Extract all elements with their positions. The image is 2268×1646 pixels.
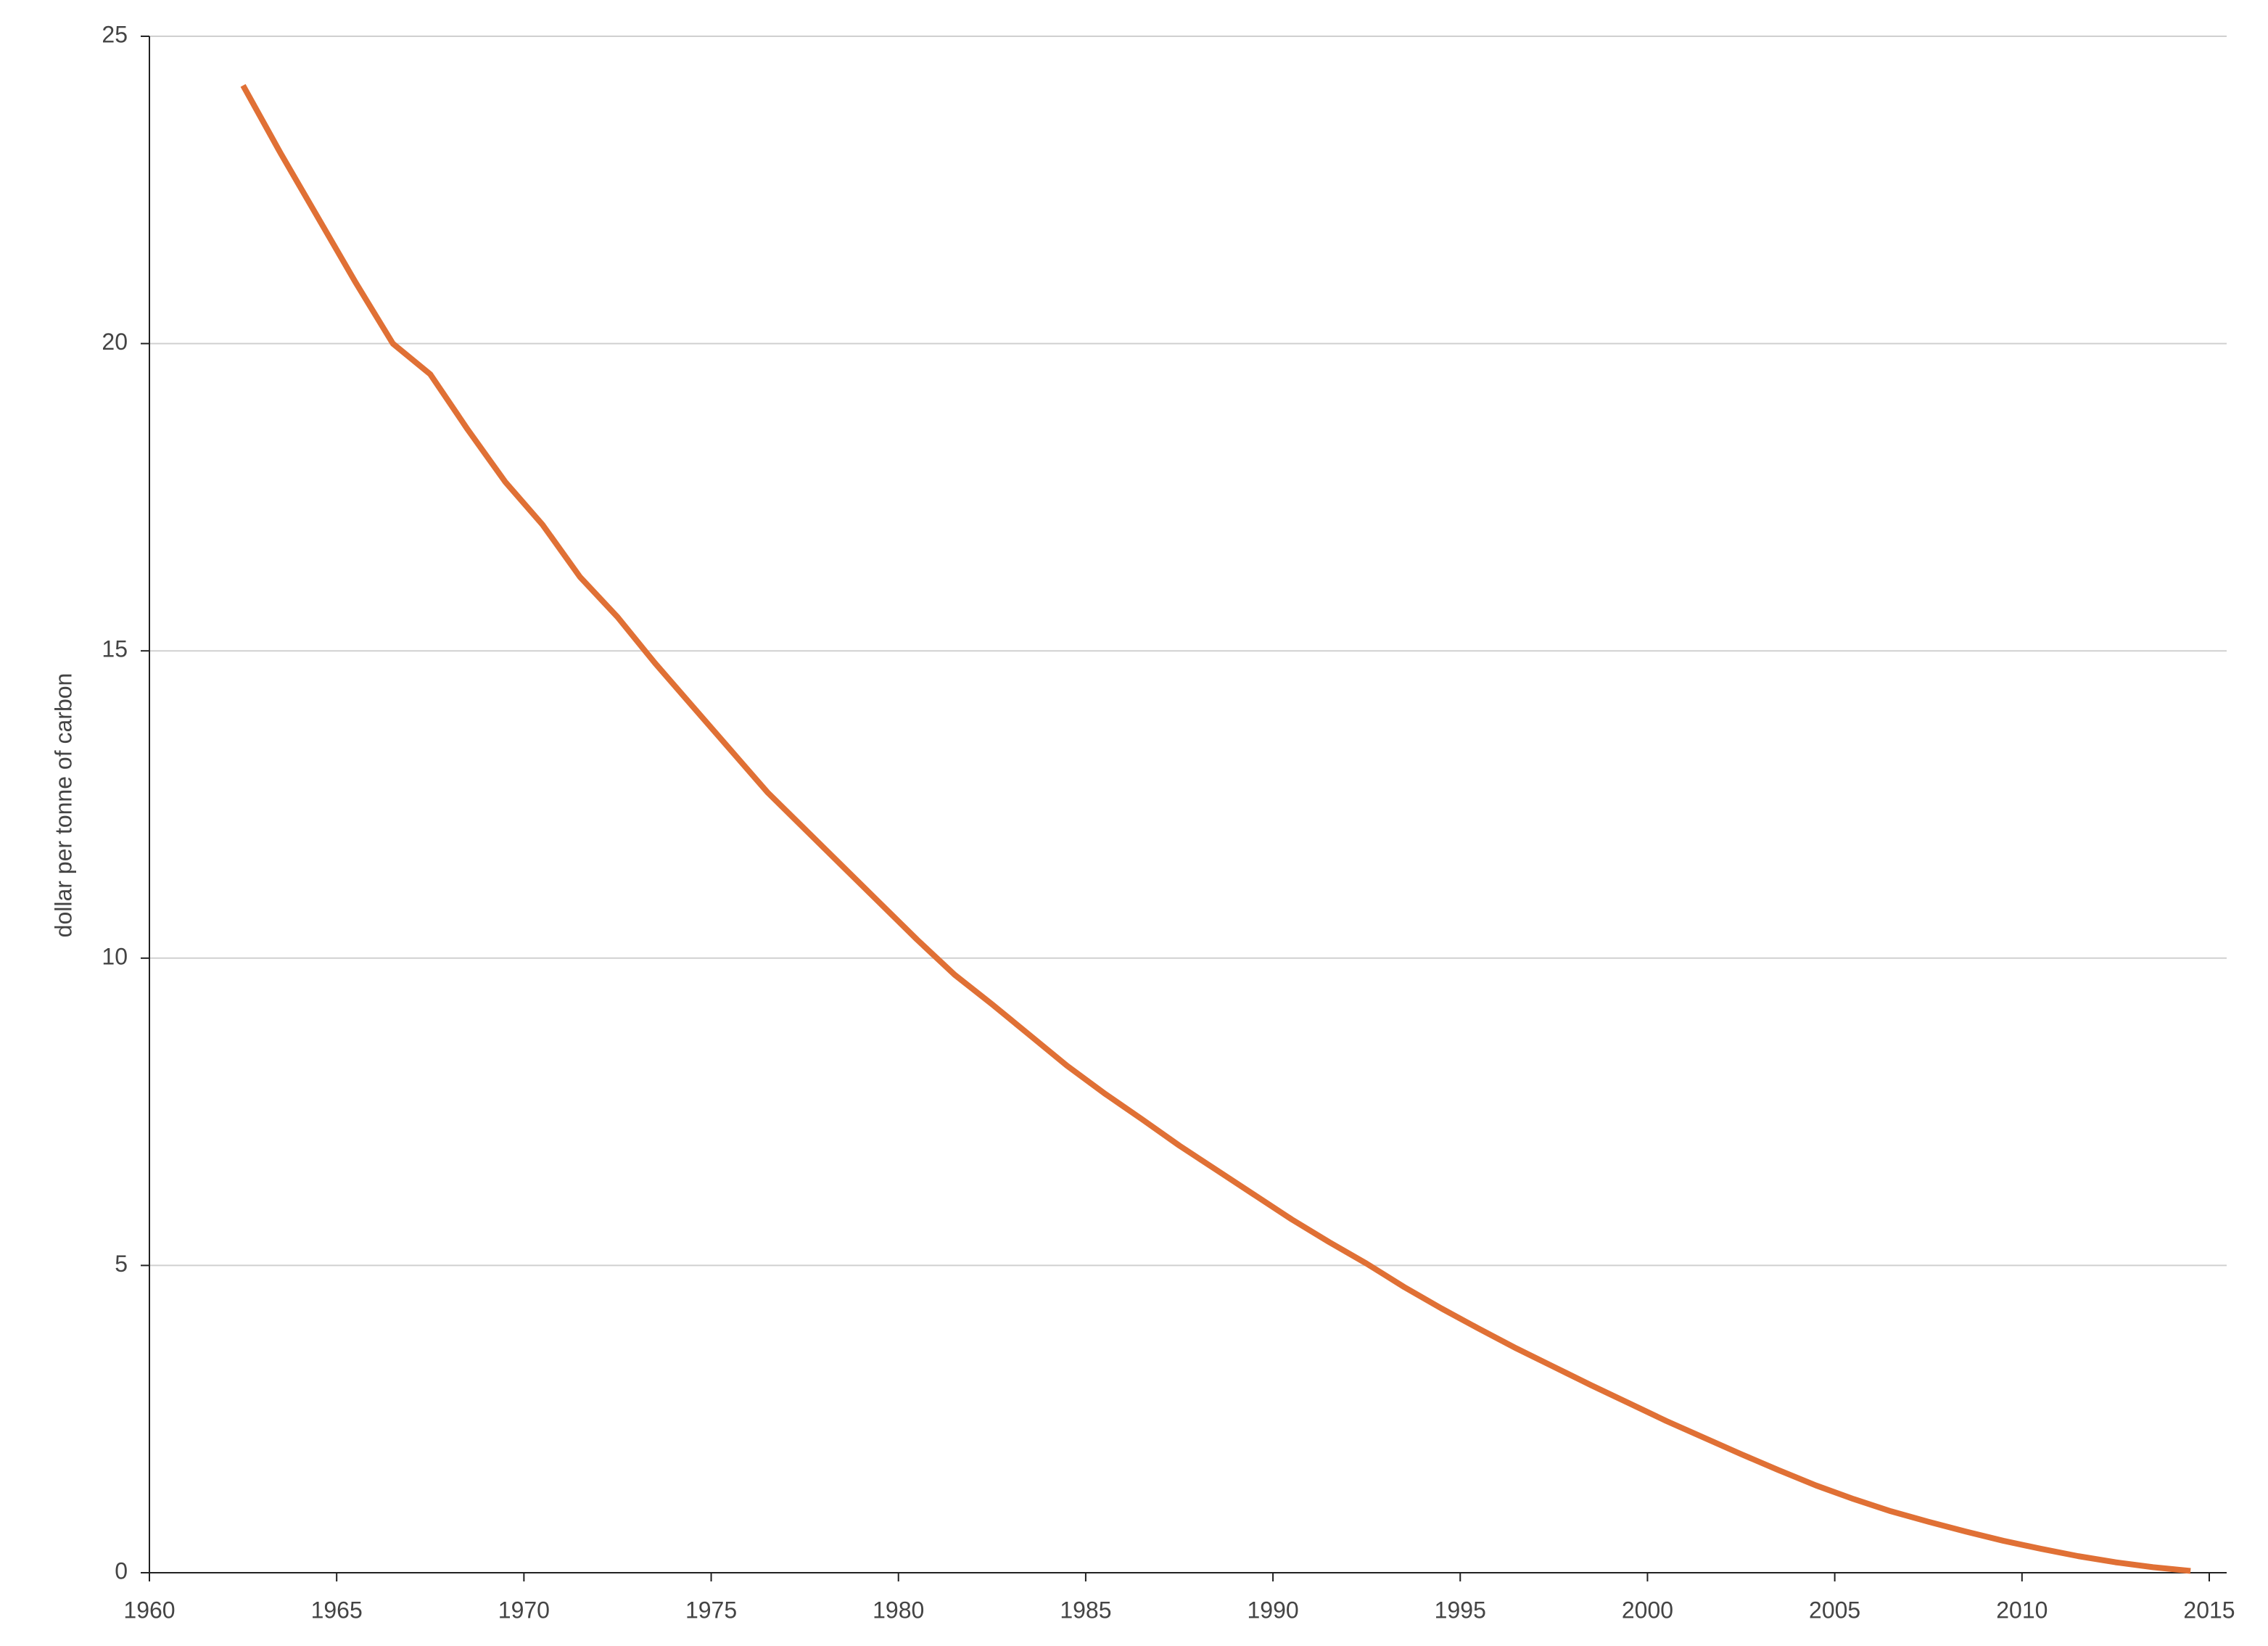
x-tick-label: 1970 [498,1597,550,1623]
data-line [240,83,2191,1574]
x-tick-label: 2005 [1809,1597,1860,1623]
y-axis-label: dollar per tonne of carbon [50,673,76,938]
y-tick-label: 5 [115,1251,128,1277]
x-tick-label: 1965 [311,1597,363,1623]
x-tick-label: 2010 [1996,1597,2048,1623]
x-tick-label: 1985 [1060,1597,1111,1623]
y-tick-label: 15 [102,636,128,662]
x-tick-label: 1980 [873,1597,924,1623]
x-tick-label: 1960 [123,1597,175,1623]
y-tick-label: 25 [102,21,128,47]
y-tick-label: 0 [115,1557,128,1584]
y-tick-label: 20 [102,329,128,355]
x-tick-label: 2000 [1622,1597,1673,1623]
x-tick-label: 1990 [1247,1597,1298,1623]
x-tick-label: 1995 [1435,1597,1486,1623]
x-tick-label: 1975 [685,1597,737,1623]
y-tick-label: 10 [102,943,128,969]
x-tick-label: 2015 [2183,1597,2235,1623]
